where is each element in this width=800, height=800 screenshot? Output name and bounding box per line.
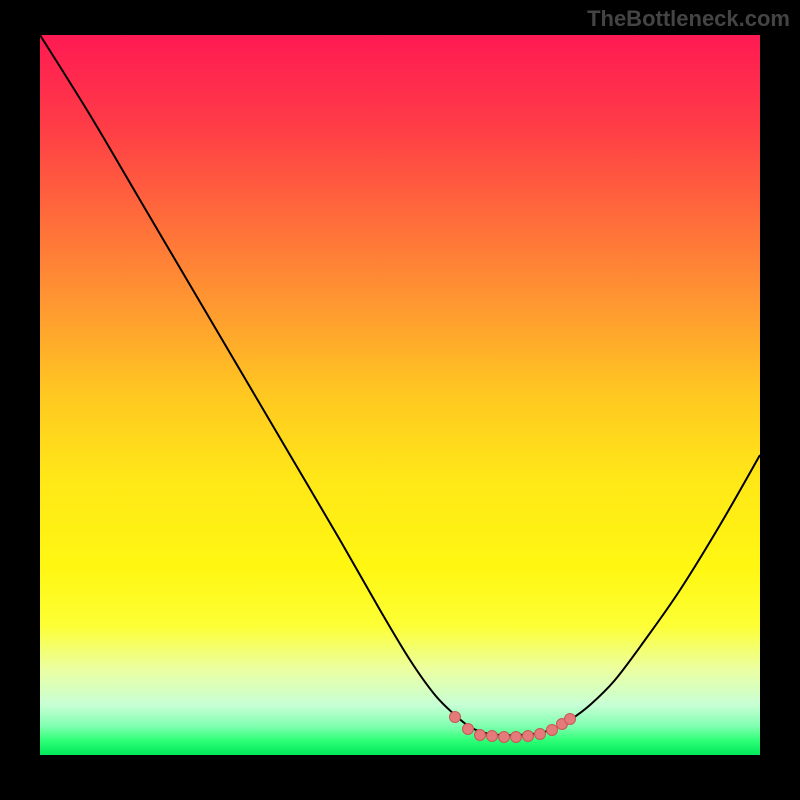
scatter-point [499, 732, 510, 743]
scatter-point [511, 732, 522, 743]
chart-curve-layer [40, 35, 760, 755]
scatter-point [475, 730, 486, 741]
chart-plot-area [40, 35, 760, 755]
scatter-point [565, 714, 576, 725]
scatter-point [535, 729, 546, 740]
scatter-point [523, 731, 534, 742]
watermark-text: TheBottleneck.com [587, 6, 790, 32]
scatter-point [450, 712, 461, 723]
scatter-point [463, 724, 474, 735]
scatter-points [450, 712, 576, 743]
scatter-point [547, 725, 558, 736]
scatter-point [487, 731, 498, 742]
curve-line [40, 35, 760, 735]
